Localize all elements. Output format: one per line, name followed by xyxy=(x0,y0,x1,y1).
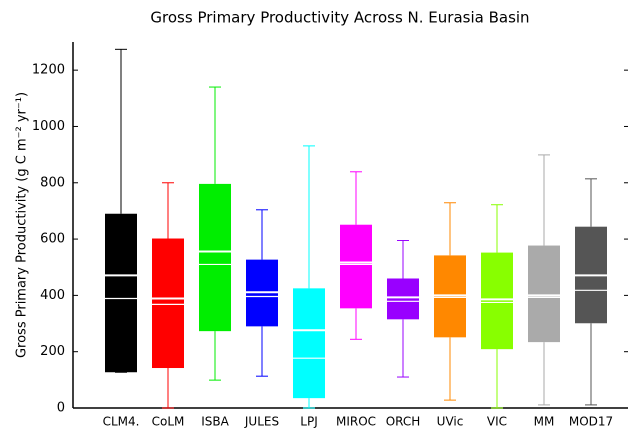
x-tick-label: ORCH xyxy=(386,415,421,428)
box xyxy=(152,238,184,369)
y-axis-label: Gross Primary Productivity (g C m⁻² yr⁻¹… xyxy=(15,92,30,358)
y-tick-label: 1200 xyxy=(32,63,65,78)
y-tick-label: 600 xyxy=(40,232,65,247)
box xyxy=(481,252,513,350)
chart-title: Gross Primary Productivity Across N. Eur… xyxy=(150,9,529,27)
x-tick-label: VIC xyxy=(487,415,507,428)
y-tick-label: 1000 xyxy=(32,119,65,134)
x-tick-label: CoLM xyxy=(152,415,185,428)
x-tick-label: MIROC xyxy=(336,415,376,428)
x-tick-label: JULES xyxy=(244,415,279,428)
y-tick-label: 200 xyxy=(40,344,65,359)
box xyxy=(199,183,231,332)
x-tick-label: LPJ xyxy=(300,415,317,428)
box xyxy=(105,213,137,373)
x-tick-label: UVic xyxy=(437,415,464,428)
box xyxy=(387,278,419,320)
y-tick-label: 800 xyxy=(40,175,65,190)
y-tick-label: 400 xyxy=(40,288,65,303)
box xyxy=(528,245,560,343)
x-tick-label: ISBA xyxy=(201,415,229,428)
x-tick-label: MOD17 xyxy=(569,415,613,428)
x-tick-label: CLM4. xyxy=(103,415,140,428)
box xyxy=(340,224,372,309)
x-tick-label: MM xyxy=(534,415,555,428)
box xyxy=(293,288,325,399)
y-tick-label: 0 xyxy=(57,401,65,416)
